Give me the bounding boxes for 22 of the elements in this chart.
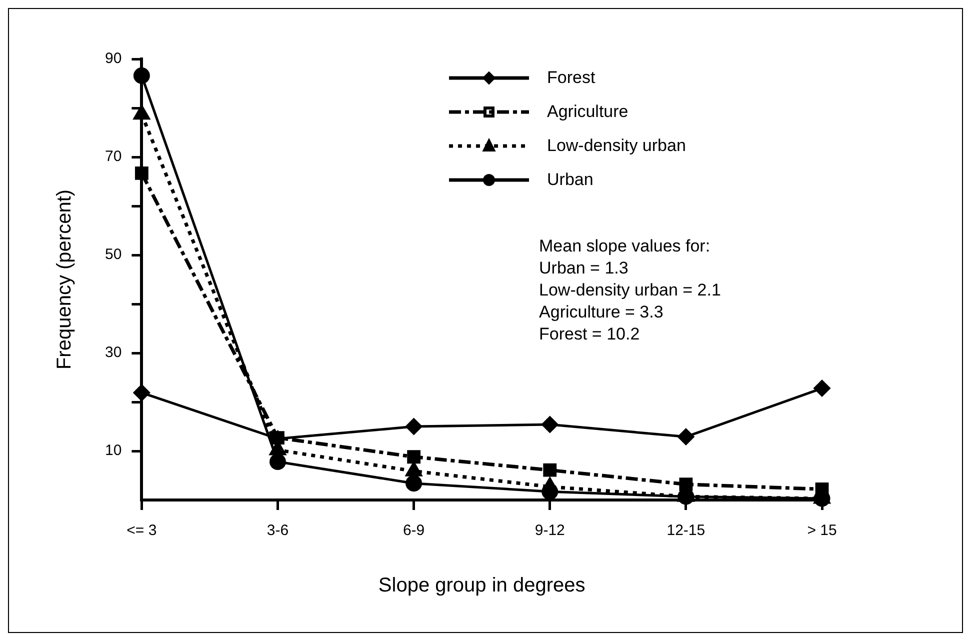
y-tick-label: 50 <box>104 246 122 264</box>
legend-label: Low-density urban <box>547 136 686 156</box>
x-tick-label: <= 3 <box>126 522 157 540</box>
x-tick-label: 6-9 <box>402 522 425 540</box>
y-tick-label: 30 <box>104 344 122 362</box>
y-axis-title: Frequency (percent) <box>54 189 76 370</box>
annotation: Forest = 10.2 <box>539 324 640 344</box>
x-tick-label: 9-12 <box>534 522 565 540</box>
legend-label: Agriculture <box>547 102 628 122</box>
annotation: Low-density urban = 2.1 <box>539 280 721 300</box>
legend-label: Forest <box>547 68 596 88</box>
annotation: Mean slope values for: <box>539 236 710 256</box>
y-tick-label: 70 <box>104 148 122 166</box>
annotation: Urban = 1.3 <box>539 258 628 278</box>
y-tick-label: 10 <box>104 442 122 460</box>
annotation: Agriculture = 3.3 <box>539 302 664 322</box>
x-tick-label: 12-15 <box>666 522 706 540</box>
y-tick-label: 90 <box>104 50 122 68</box>
x-axis-title: Slope group in degrees <box>378 574 586 597</box>
x-tick-label: 3-6 <box>266 522 289 540</box>
x-tick-label: > 15 <box>807 522 837 540</box>
legend-label: Urban <box>547 170 594 190</box>
